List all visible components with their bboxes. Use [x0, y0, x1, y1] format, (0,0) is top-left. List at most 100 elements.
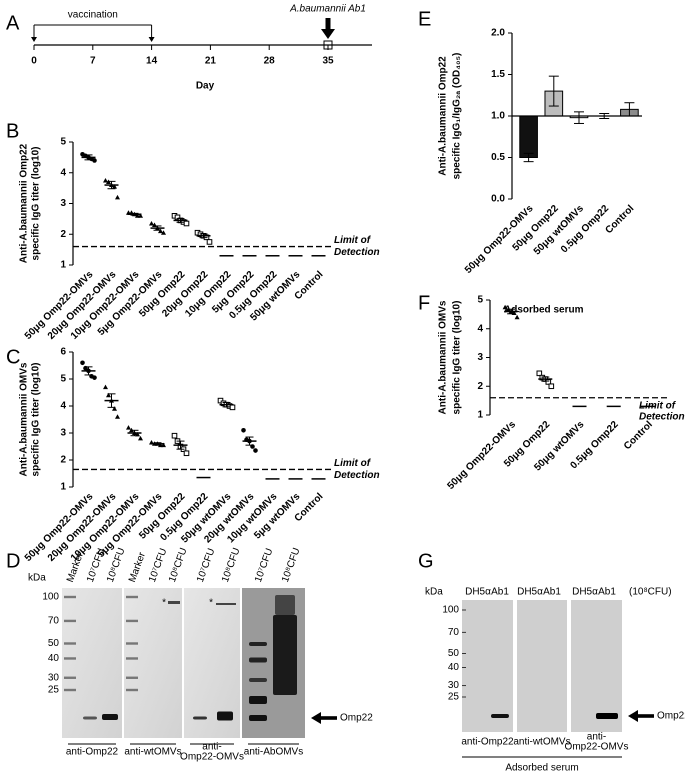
point [253, 448, 258, 453]
blot-section [124, 588, 182, 738]
marker-label: 40 [448, 662, 460, 673]
panel-letter: B [6, 120, 19, 142]
group-label: anti-wtOMVs [513, 737, 570, 748]
y-tick-label: 1 [477, 410, 483, 421]
band [249, 657, 267, 663]
point [502, 304, 508, 310]
y-tick-label: 1 [60, 482, 66, 493]
point [206, 239, 213, 245]
marker-label: 100 [442, 605, 459, 616]
arrowhead [321, 29, 335, 39]
y-tick-label: 3 [477, 352, 483, 363]
y-tick-label: 5 [60, 374, 66, 385]
blot-section [62, 588, 122, 738]
lod-label: Detection [334, 247, 380, 258]
blot-section [517, 600, 567, 732]
band [596, 713, 618, 719]
marker-band [64, 688, 76, 692]
band [249, 678, 267, 682]
band [83, 716, 97, 720]
point [536, 370, 543, 377]
point [112, 406, 117, 411]
point [548, 383, 555, 390]
marker-band [64, 657, 76, 660]
y-tick-label: 5 [477, 295, 483, 306]
unit-label: kDa [28, 573, 46, 584]
bar [519, 115, 538, 158]
x-tick-label: Control [622, 419, 655, 452]
target-label: Omp22 [340, 713, 373, 724]
marker-label: 40 [48, 653, 60, 664]
point [103, 177, 108, 183]
footer-label: Adsorbed serum [505, 763, 578, 774]
point [92, 158, 97, 163]
marker-band [64, 595, 76, 599]
point [92, 375, 97, 380]
challenge-label: A.baumannii Ab1 [289, 4, 366, 15]
marker-band [64, 642, 76, 645]
marker-band [126, 676, 138, 679]
marker-label: 50 [448, 648, 460, 659]
y-tick-label: 2.0 [491, 28, 505, 39]
lod-label: Detection [639, 411, 685, 422]
y-tick-label: 2 [60, 455, 66, 466]
group-label: anti-Omp22 [461, 737, 514, 748]
point [183, 220, 190, 227]
marker-label: 30 [48, 672, 60, 683]
marker-label: 100 [42, 592, 59, 603]
band [273, 615, 297, 695]
x-tick-label: 21 [205, 56, 217, 67]
blot-section [571, 600, 622, 732]
lod-label: Limit of [334, 235, 372, 246]
x-tick-label: 14 [146, 56, 158, 67]
lane-label: DH5α [572, 587, 598, 598]
target-arrow [636, 714, 654, 718]
marker-label: 30 [448, 680, 460, 691]
point [115, 414, 120, 419]
panel-letter: D [6, 550, 20, 572]
x-tick-label: 0 [31, 56, 37, 67]
point [80, 360, 85, 366]
point [149, 220, 154, 226]
point [161, 442, 166, 448]
band [217, 711, 233, 721]
vaccination-label: vaccination [68, 10, 118, 21]
asterisk: * [209, 598, 213, 609]
lane-label: Ab1 [598, 587, 616, 598]
arrowhead [31, 37, 37, 42]
chart-title: Adsorbed serum [504, 305, 584, 316]
lane-label: 10⁸CFU [220, 546, 243, 584]
challenge-box [323, 40, 333, 50]
x-tick-label: 28 [264, 56, 276, 67]
band [249, 696, 267, 704]
y-tick-label: 6 [60, 347, 66, 358]
point [171, 432, 178, 439]
point [126, 425, 131, 430]
arrowhead [628, 710, 638, 722]
marker-band [64, 676, 76, 679]
marker-label: 70 [48, 616, 60, 627]
y-tick-label: 1 [60, 260, 66, 271]
marker-band [126, 619, 138, 623]
y-tick-label: 2 [477, 381, 483, 392]
lane-label: Marker [127, 550, 148, 584]
y-tick-label: 1.5 [491, 69, 505, 80]
marker-label: 25 [48, 685, 60, 696]
y-axis-label: specific IgG titer (log10) [31, 147, 42, 261]
y-tick-label: 4 [60, 401, 66, 412]
group-label: anti-AbOMVs [244, 747, 303, 758]
marker-band [126, 657, 138, 660]
lod-label: Detection [334, 470, 380, 481]
y-axis-label: Anti-A.baumannii Omp22 [19, 143, 30, 263]
panel-letter: E [418, 8, 431, 30]
challenge-arrow [325, 18, 331, 30]
point [103, 384, 108, 390]
y-axis-label: specific IgG titer (log10) [452, 301, 463, 415]
point [514, 314, 520, 320]
band [275, 595, 295, 615]
group-label: anti- [587, 732, 606, 743]
band [193, 716, 207, 720]
y-tick-label: 4 [477, 323, 483, 334]
lane-label: DH5α [517, 587, 543, 598]
point [115, 194, 120, 200]
